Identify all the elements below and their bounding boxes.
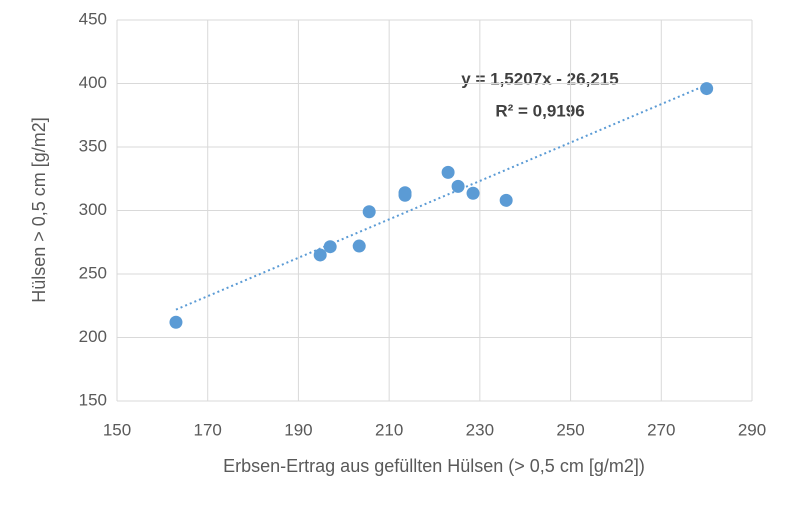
data-point <box>441 165 455 179</box>
x-tick-label: 270 <box>647 420 675 439</box>
x-tick-label: 230 <box>466 420 494 439</box>
y-tick-label: 400 <box>79 73 107 92</box>
data-point <box>323 240 337 254</box>
x-tick-label: 150 <box>103 420 131 439</box>
data-point <box>700 82 714 96</box>
trendline <box>175 83 708 311</box>
y-axis-title: Hülsen > 0,5 cm [g/m2] <box>29 117 49 303</box>
data-point <box>451 179 465 193</box>
r-squared: R² = 0,9196 <box>495 101 584 120</box>
data-point <box>466 186 480 200</box>
data-point <box>169 315 183 329</box>
data-point <box>313 248 327 262</box>
x-tick-label: 250 <box>556 420 584 439</box>
data-point <box>499 193 513 207</box>
y-tick-label: 350 <box>79 136 107 155</box>
y-tick-label: 200 <box>79 327 107 346</box>
x-tick-label: 290 <box>738 420 766 439</box>
data-point <box>398 188 412 202</box>
trendline-equation: y = 1,5207x - 26,215 <box>461 69 618 88</box>
x-tick-label: 210 <box>375 420 403 439</box>
x-axis-title: Erbsen-Ertrag aus gefüllten Hülsen (> 0,… <box>223 456 645 476</box>
y-tick-label: 250 <box>79 263 107 282</box>
data-point <box>362 205 376 219</box>
y-tick-label: 150 <box>79 390 107 409</box>
y-tick-label: 450 <box>79 9 107 28</box>
y-tick-label: 300 <box>79 200 107 219</box>
data-point <box>352 239 366 253</box>
x-tick-label: 170 <box>194 420 222 439</box>
x-tick-label: 190 <box>284 420 312 439</box>
